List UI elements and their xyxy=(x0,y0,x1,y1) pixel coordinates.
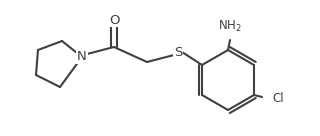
Text: Cl: Cl xyxy=(272,92,284,106)
Text: S: S xyxy=(174,46,182,58)
Text: NH$_2$: NH$_2$ xyxy=(218,19,242,34)
Text: N: N xyxy=(77,50,87,64)
Text: O: O xyxy=(109,13,119,27)
